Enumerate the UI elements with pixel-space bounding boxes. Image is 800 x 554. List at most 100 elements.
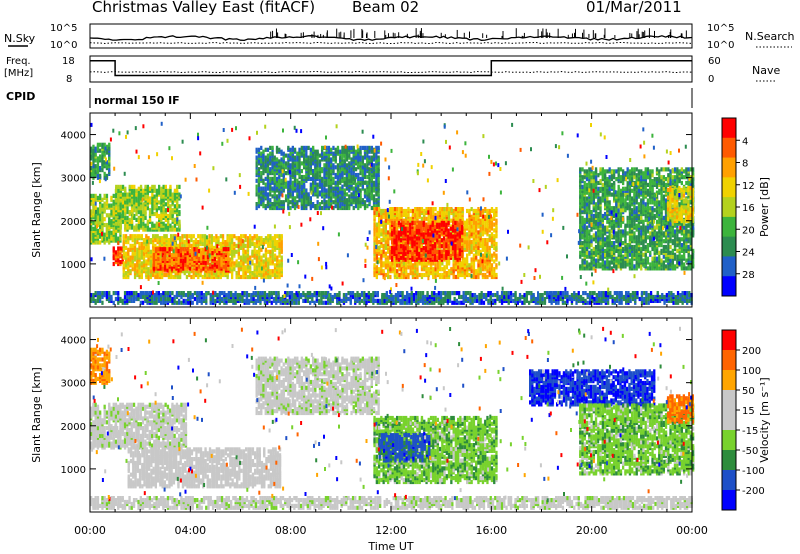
power-cell: [393, 230, 396, 235]
power-cell: [300, 174, 303, 180]
power-cell: [231, 234, 234, 239]
power-cell: [402, 226, 405, 231]
power-cell: [327, 153, 331, 158]
power-cell: [90, 193, 93, 198]
power-cell: [413, 255, 416, 260]
power-cell: [266, 167, 270, 172]
power-cell: [396, 226, 399, 231]
power-cell: [380, 232, 383, 237]
power-cell: [359, 149, 362, 154]
power-cell: [424, 226, 428, 231]
power-cell: [479, 261, 482, 266]
power-cell: [400, 271, 403, 276]
power-cell: [486, 269, 489, 274]
power-cell: [415, 249, 419, 255]
power-cell: [152, 272, 155, 278]
power-cell: [441, 214, 444, 219]
power-cell: [441, 267, 444, 272]
power-cell: [375, 265, 378, 270]
power-cell: [447, 249, 450, 255]
power-cell: [173, 204, 177, 209]
power-cell: [262, 204, 265, 209]
power-cell: [96, 195, 100, 200]
power-cell: [271, 259, 274, 264]
power-cell: [115, 184, 118, 189]
power-cell: [350, 198, 353, 203]
power-cell: [472, 269, 476, 274]
power-cell: [273, 186, 276, 191]
power-cell: [359, 145, 362, 150]
power-cell: [136, 234, 139, 239]
power-cell: [291, 172, 294, 178]
power-cell: [280, 190, 283, 195]
power-cell: [411, 263, 415, 268]
power-cell: [287, 161, 290, 166]
power-cell: [129, 247, 132, 252]
power-cell: [321, 188, 324, 193]
power-cell: [121, 196, 125, 201]
power-cell: [191, 251, 194, 256]
power-cell: [267, 257, 270, 262]
power-cell: [334, 180, 337, 185]
power-cell: [273, 155, 276, 160]
power-cell: [384, 251, 387, 256]
power-cell: [227, 260, 230, 265]
power-cell: [269, 241, 272, 247]
power-cell: [327, 180, 331, 185]
power-cell: [264, 176, 267, 181]
power-cell: [327, 202, 331, 207]
power-cell: [323, 174, 326, 180]
power-cell: [393, 226, 396, 231]
cpid-value: normal 150 IF: [94, 94, 180, 107]
power-cell: [438, 249, 441, 255]
power-cell: [179, 243, 182, 248]
power-cell: [161, 252, 164, 258]
power-cell: [133, 200, 136, 205]
power-cell: [108, 219, 111, 224]
power-cell: [486, 228, 489, 233]
power-cell: [260, 174, 263, 180]
power-cell: [224, 240, 227, 245]
power-cell: [336, 205, 340, 211]
power-cell: [269, 176, 272, 181]
power-cell: [468, 208, 471, 214]
power-cell: [142, 188, 145, 193]
power-cell: [400, 222, 403, 227]
power-cell: [296, 151, 299, 156]
power-cell: [309, 196, 312, 201]
power-cell: [262, 259, 265, 264]
power-cell: [246, 243, 250, 248]
power-cell: [209, 249, 212, 254]
power-cell: [96, 169, 100, 175]
power-cell: [199, 247, 202, 252]
power-cell: [144, 184, 147, 189]
power-cell: [411, 218, 415, 223]
power-cell: [436, 249, 439, 255]
power-cell: [264, 155, 267, 160]
power-cell: [105, 193, 109, 198]
power-cell: [393, 238, 396, 243]
power-cell: [312, 169, 315, 174]
power-cell: [397, 236, 401, 241]
power-cell: [361, 172, 364, 178]
power-cell: [378, 207, 381, 212]
power-cell: [190, 234, 193, 239]
power-cell: [117, 236, 120, 241]
power-cell: [148, 227, 152, 232]
power-cell: [441, 272, 444, 278]
power-cell: [427, 230, 430, 235]
power-cell: [384, 228, 387, 233]
power-cell: [255, 205, 258, 211]
power-cell: [153, 223, 156, 228]
power-cell: [450, 247, 453, 252]
power-cell: [387, 230, 390, 235]
power-cell: [105, 213, 109, 218]
power-cell: [327, 198, 331, 203]
power-cell: [255, 243, 259, 248]
power-cell: [414, 261, 417, 266]
power-cell: [475, 234, 478, 239]
power-cell: [377, 186, 380, 191]
power-cell: [124, 215, 127, 220]
power-cell: [257, 147, 261, 152]
power-cell: [266, 200, 270, 205]
